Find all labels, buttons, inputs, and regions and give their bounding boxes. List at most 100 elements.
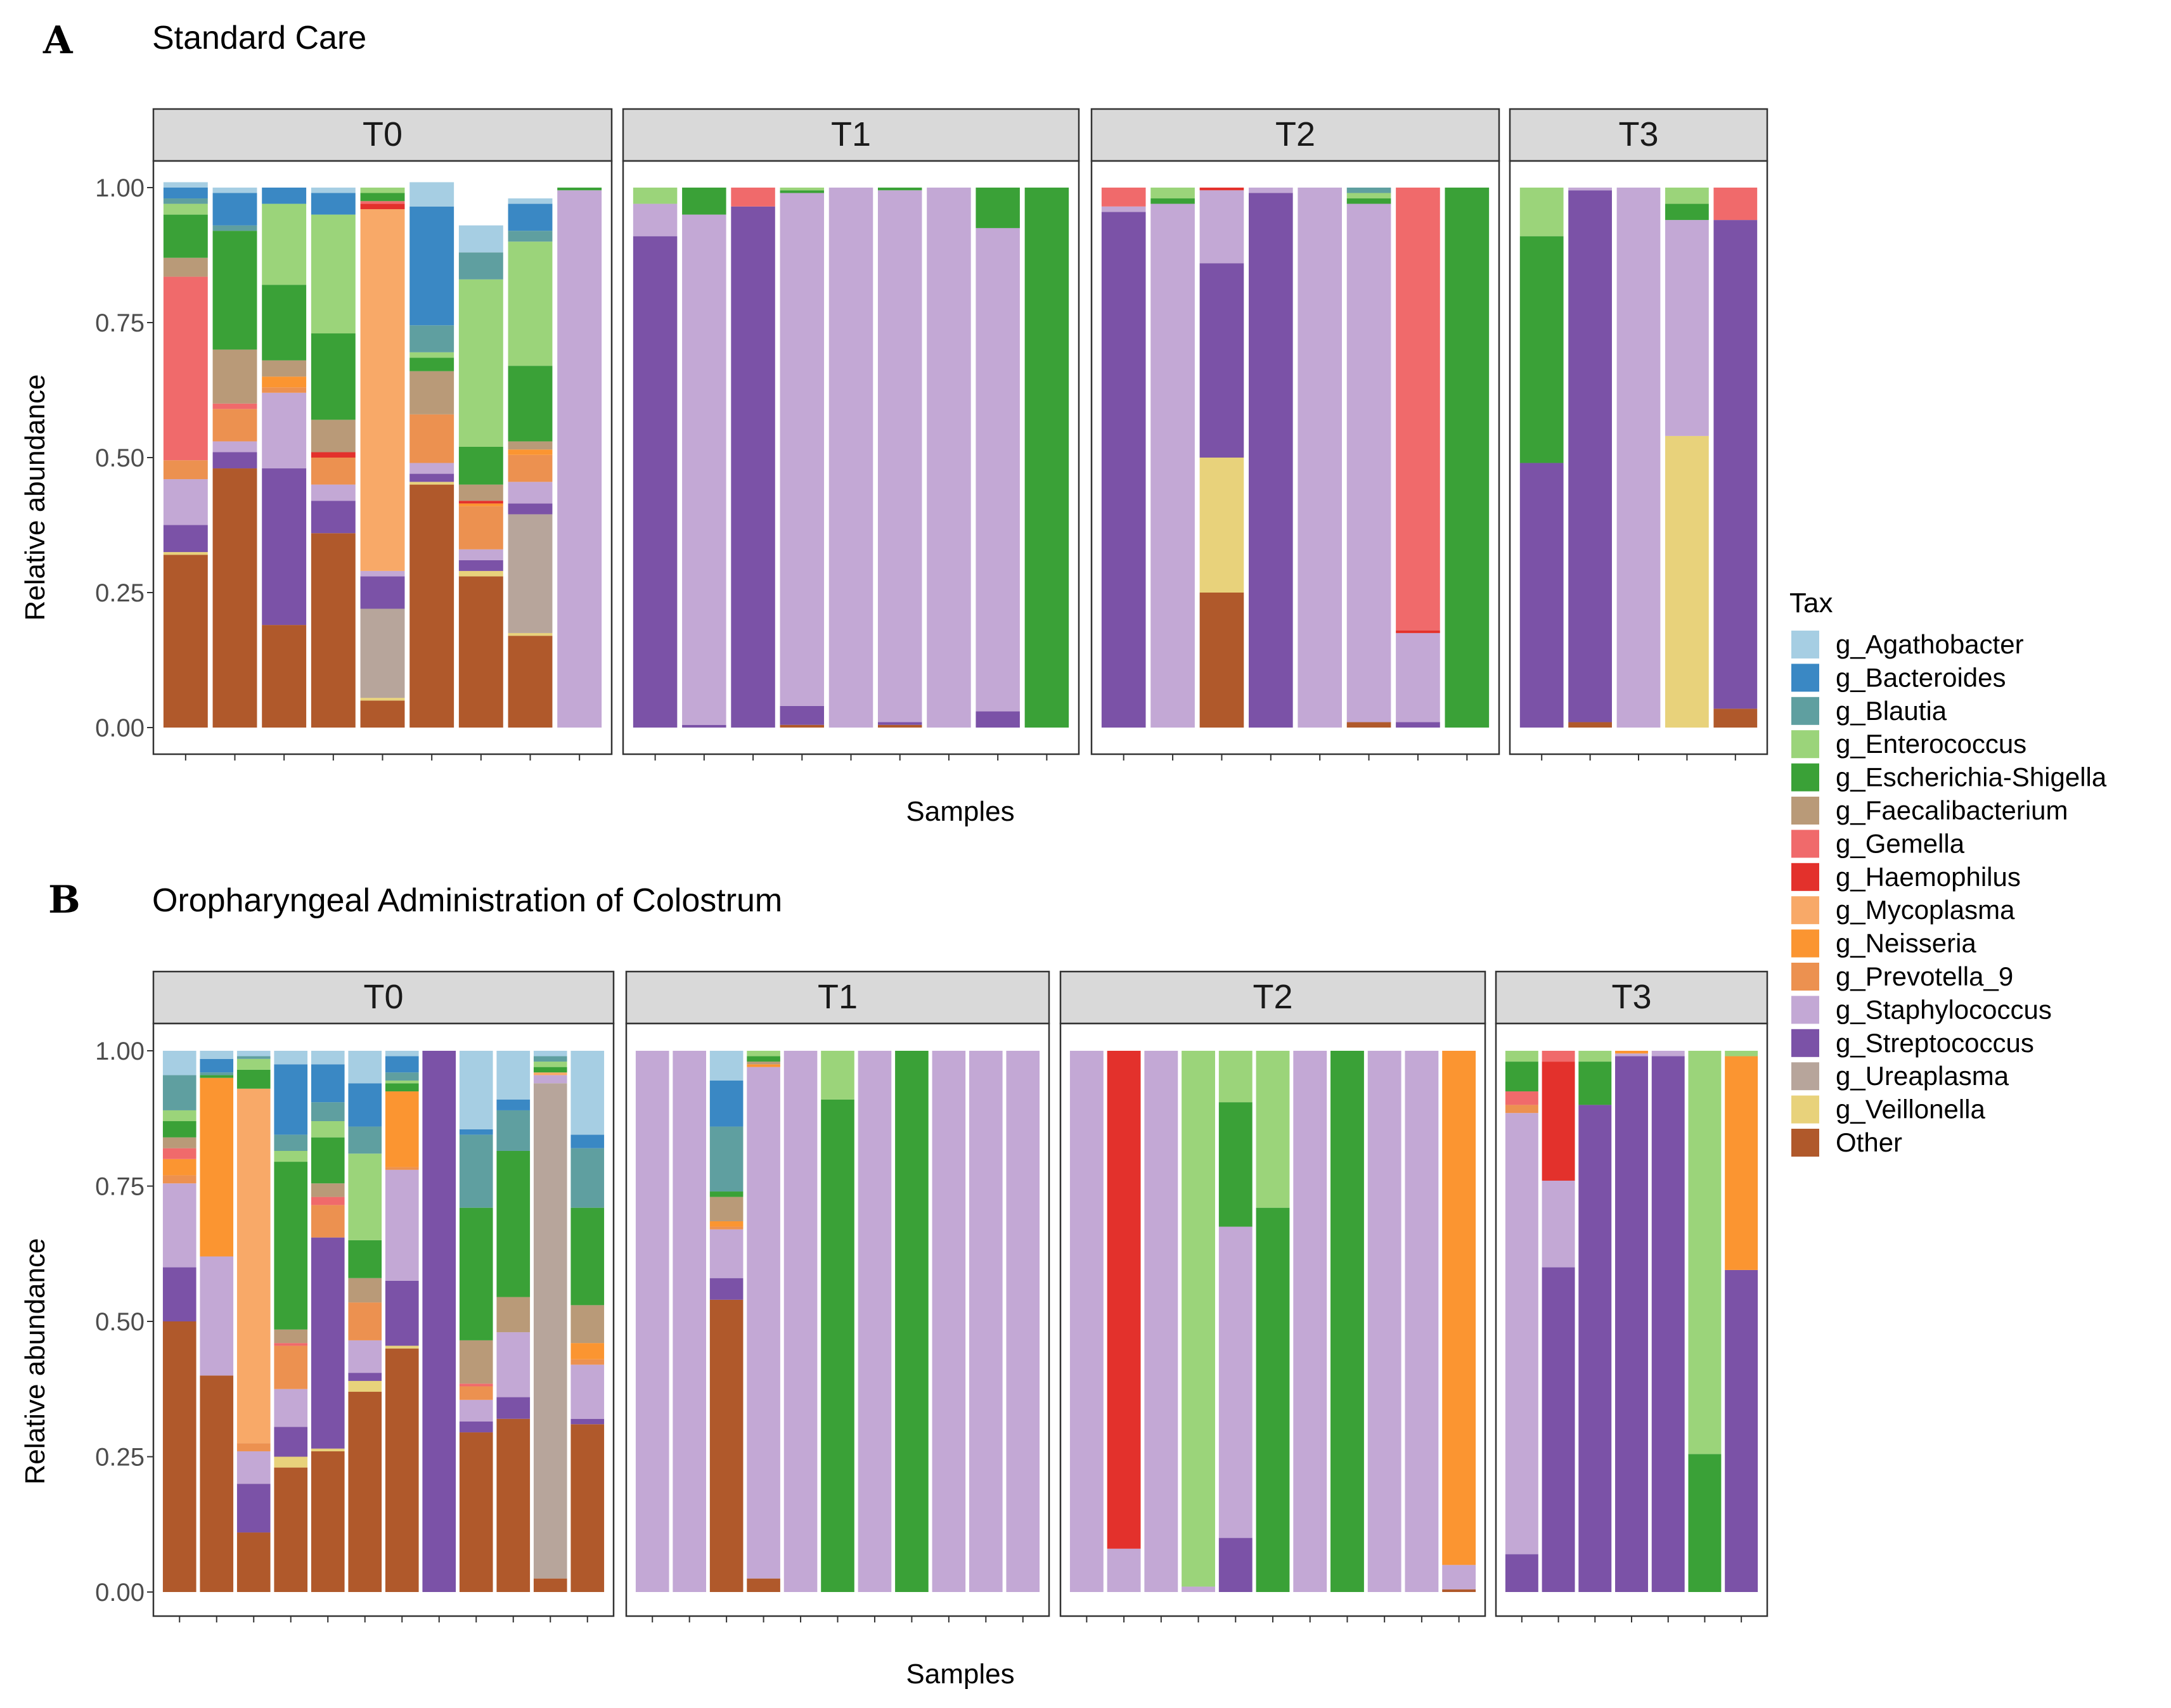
- bar-segment-staphylococcus: [1298, 188, 1343, 728]
- bar-segment-enterococcus: [163, 203, 208, 215]
- bar-segment-staphylococcus: [348, 1340, 382, 1373]
- bar-segment-veillonella: [360, 698, 405, 701]
- bar-segment-prevotella: [311, 458, 356, 485]
- bar-segment-other: [385, 1348, 419, 1592]
- bar-segment-prevotella: [236, 1443, 271, 1451]
- bar-segment-enterococcus: [262, 203, 307, 285]
- bar-segment-enterococcus: [1256, 1051, 1290, 1208]
- bar-segment-agathobacter: [385, 1051, 419, 1056]
- bar-segment-neisseria: [709, 1221, 744, 1227]
- bar-segment-escherichia: [1665, 203, 1709, 221]
- bar-segment-blautia: [508, 231, 553, 242]
- bar-segment-staphylococcus: [236, 1451, 271, 1484]
- bar-segment-blautia: [163, 198, 208, 204]
- bar-segment-escherichia: [212, 231, 257, 350]
- y-tick-label: 1.00: [95, 1037, 145, 1065]
- bar-segment-streptococcus: [1568, 190, 1612, 722]
- bar-segment-veillonella: [1199, 458, 1244, 593]
- bar-segment-neisseria: [570, 1343, 605, 1359]
- bar-segment-bacteroides: [709, 1080, 744, 1127]
- facet-strip-label: T1: [831, 115, 871, 153]
- legend-label-veillonella: g_Veillonella: [1836, 1095, 1986, 1124]
- bar-segment-bacteroides: [311, 1064, 345, 1103]
- bar-segment-escherichia: [682, 188, 726, 215]
- bar-segment-staphylococcus: [1107, 1548, 1141, 1592]
- legend-label-ureaplasma: g_Ureaplasma: [1836, 1061, 2009, 1091]
- bar-segment-blautia: [311, 1102, 345, 1122]
- bar-segment-staphylococcus: [709, 1229, 744, 1278]
- bar-segment-veillonella: [385, 1345, 419, 1349]
- bar-segment-bacteroides: [212, 193, 257, 226]
- y-axis-title-a: Relative abundance: [20, 375, 51, 621]
- bar-segment-staphylococcus: [858, 1051, 892, 1592]
- bar-segment-other: [236, 1532, 271, 1592]
- chart-area: 0.00 0.25 0.50 0.75 1.00 T0 T1 T2 T3 0.00 0.25 0.50…: [95, 108, 1768, 1622]
- legend-key-haemophilus: [1791, 863, 1819, 891]
- facet-strip-label: T3: [1618, 115, 1658, 153]
- bar-segment-enterococcus: [1505, 1051, 1538, 1062]
- legend-key-faecalibacterium: [1791, 797, 1819, 825]
- bar-segment-staphylococcus: [570, 1364, 605, 1419]
- bar-segment-staphylococcus: [828, 188, 873, 728]
- bar-segment-agathobacter: [709, 1051, 744, 1081]
- bar-segment-agathobacter: [162, 1051, 196, 1076]
- bar-segment-gemella: [274, 1343, 308, 1346]
- bar-segment-gemella: [311, 1197, 345, 1205]
- legend-key-agathobacter: [1791, 631, 1819, 658]
- bar-segment-enterococcus: [1218, 1051, 1253, 1103]
- facet-strip: [1509, 108, 1768, 162]
- bar-segment-staphylococcus: [932, 1051, 966, 1592]
- bar-segment-enterococcus: [821, 1051, 854, 1100]
- bar-segment-other: [212, 468, 257, 728]
- bar-segment-escherichia: [709, 1191, 744, 1197]
- bar-segment-gemella: [360, 201, 405, 204]
- bar-segment-gemella: [1101, 188, 1146, 207]
- bar-segment-streptococcus: [1578, 1105, 1612, 1592]
- bar-segment-enterococcus: [1182, 1051, 1215, 1587]
- bar-segment-agathobacter: [570, 1051, 605, 1135]
- bar-segment-blautia: [385, 1072, 419, 1081]
- bar-segment-streptococcus: [360, 576, 405, 609]
- legend-label-escherichia: g_Escherichia-Shigella: [1836, 762, 2107, 792]
- bar-segment-ureaplasma: [508, 514, 553, 633]
- bar-segment-veillonella: [508, 632, 553, 636]
- bar-segment-staphylococcus: [274, 1389, 308, 1427]
- bar-segment-escherichia: [1150, 198, 1195, 204]
- facet-border: [625, 1022, 1050, 1617]
- bar-segment-other: [1713, 709, 1758, 728]
- bar-segment-agathobacter: [236, 1051, 271, 1056]
- bar-segment-streptococcus: [1651, 1056, 1685, 1592]
- bar-segment-staphylococcus: [200, 1256, 234, 1376]
- bar-segment-staphylococcus: [1442, 1565, 1476, 1589]
- bar-segment-enterococcus: [533, 1062, 567, 1067]
- bar-segment-blautia: [570, 1148, 605, 1208]
- bar-segment-streptococcus: [1542, 1267, 1575, 1592]
- bar-segment-escherichia: [1578, 1062, 1612, 1105]
- facet-strip-label: T1: [818, 978, 858, 1016]
- bar-segment-other: [877, 724, 922, 728]
- bar-segment-streptococcus: [385, 1280, 419, 1346]
- bar-segment-prevotella: [459, 1386, 493, 1400]
- bar-segment-enterococcus: [458, 279, 503, 447]
- bar-segment-staphylococcus: [1367, 1051, 1401, 1592]
- bar-segment-veillonella: [311, 1448, 345, 1451]
- legend-label-blautia: g_Blautia: [1836, 696, 1947, 726]
- bar-segment-staphylococcus: [508, 482, 553, 504]
- bar-segment-mycoplasma: [236, 1088, 271, 1444]
- bar-segment-prevotella: [311, 1205, 345, 1238]
- bar-segment-prevotella: [409, 414, 454, 463]
- bar-segment-bacteroides: [385, 1056, 419, 1073]
- bar-segment-streptococcus: [212, 452, 257, 469]
- bar-segment-gemella: [162, 1148, 196, 1159]
- bar-segment-staphylococcus: [212, 441, 257, 453]
- bar-segment-staphylococcus: [783, 1051, 818, 1592]
- bar-segment-streptococcus: [236, 1484, 271, 1533]
- legend-label-agathobacter: g_Agathobacter: [1836, 629, 2024, 659]
- bar-segment-staphylococcus: [409, 463, 454, 474]
- legend-label-prevotella: g_Prevotella_9: [1836, 961, 2013, 991]
- bar-segment-streptococcus: [1248, 193, 1293, 728]
- facet-strip: [1059, 970, 1486, 1025]
- bar-segment-other: [459, 1432, 493, 1592]
- bar-segment-veillonella: [409, 482, 454, 485]
